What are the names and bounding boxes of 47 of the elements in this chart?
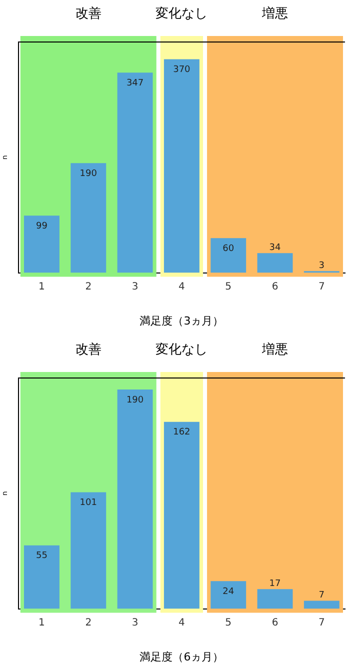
x-axis-title: 満足度（6ヵ月） [140, 650, 224, 664]
x-tick-label: 7 [318, 617, 325, 628]
x-tick-label: 1 [38, 281, 45, 292]
data-label: 370 [173, 65, 191, 76]
data-label: 99 [36, 222, 48, 232]
data-label: 24 [222, 586, 234, 597]
data-label: 162 [173, 428, 190, 438]
x-tick-label: 2 [85, 281, 92, 292]
data-label: 190 [126, 395, 144, 406]
bar [257, 253, 293, 273]
x-tick-label: 3 [132, 281, 138, 292]
data-label: 17 [269, 579, 281, 590]
data-label: 101 [80, 498, 97, 508]
bar [24, 545, 60, 609]
x-tick-label: 7 [318, 281, 325, 292]
x-tick-label: 6 [272, 281, 278, 292]
x-axis-title: 満足度（3ヵ月） [140, 314, 224, 328]
bar [117, 390, 153, 609]
bar [70, 163, 106, 273]
band-label: 改善 [75, 341, 102, 358]
bar [210, 581, 246, 609]
band-label: 増悪 [261, 5, 288, 22]
bar [210, 238, 246, 273]
band-label: 変化なし [156, 341, 208, 358]
x-tick-label: 4 [178, 281, 185, 292]
x-tick-label: 5 [225, 617, 232, 628]
data-label: 7 [318, 590, 325, 601]
x-tick-label: 2 [85, 617, 92, 628]
data-label: 347 [126, 78, 144, 88]
data-label: 34 [269, 243, 282, 254]
data-label: 190 [80, 169, 98, 180]
bar [257, 589, 293, 609]
band-label: 変化なし [156, 5, 208, 22]
x-tick-label: 5 [225, 281, 232, 292]
bar [24, 216, 60, 273]
bar [304, 600, 340, 609]
data-label: 60 [222, 244, 234, 254]
x-tick-label: 3 [132, 617, 138, 628]
x-tick-label: 1 [38, 617, 45, 628]
band-label: 改善 [75, 5, 102, 22]
data-label: 3 [318, 260, 325, 271]
bar [70, 492, 106, 609]
x-tick-label: 6 [272, 617, 278, 628]
data-label: 55 [36, 551, 48, 562]
bar [117, 72, 153, 273]
x-tick-label: 4 [178, 617, 185, 628]
band-label: 増悪 [261, 341, 288, 358]
